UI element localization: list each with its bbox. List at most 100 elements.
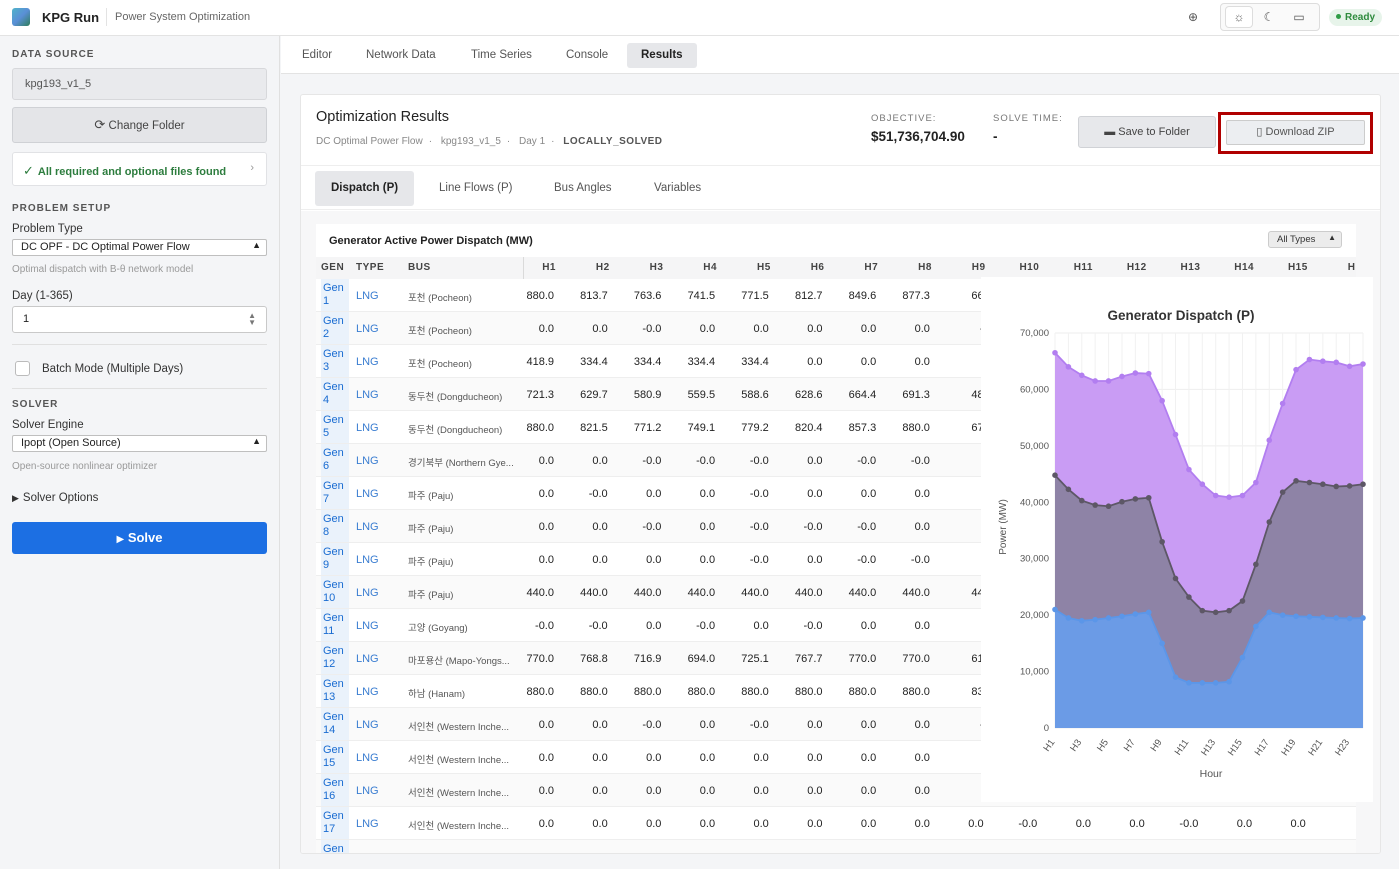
download-zip-button[interactable]: ▯ Download ZIP	[1226, 120, 1365, 145]
gen-cell[interactable]: Gen 12	[321, 642, 349, 674]
gen-cell[interactable]: Gen 5	[321, 411, 349, 443]
value-cell: 629.7	[580, 389, 608, 401]
tab-results[interactable]: Results	[627, 43, 697, 68]
value-cell: 0.0	[592, 818, 608, 830]
solve-button[interactable]: ▶ Solve	[12, 522, 267, 554]
value-cell: 440.0	[526, 587, 554, 599]
column-header[interactable]: H12	[1126, 262, 1147, 273]
value-cell: 880.0	[633, 686, 662, 698]
data-point	[1320, 358, 1326, 365]
value-cell: 880.0	[526, 422, 554, 434]
gen-cell[interactable]: Gen 8	[321, 510, 349, 542]
gen-cell[interactable]: Gen 2	[321, 312, 349, 344]
gen-cell[interactable]: Gen 16	[321, 774, 349, 806]
value-cell: 877.3	[902, 290, 930, 302]
problem-type-select[interactable]: DC OPF - DC Optimal Power Flow ▲	[12, 239, 267, 256]
column-header[interactable]: H4	[703, 262, 718, 273]
gen-cell[interactable]: Gen 9	[321, 543, 349, 575]
monitor-icon[interactable]: ▭	[1293, 10, 1305, 24]
x-tick-label: H23	[1333, 737, 1352, 758]
solver-engine-hint: Open-source nonlinear optimizer	[12, 461, 158, 472]
tab-editor[interactable]: Editor	[302, 49, 333, 61]
tab-network-data[interactable]: Network Data	[366, 49, 436, 61]
value-cell: 440.0	[848, 587, 877, 599]
column-header[interactable]: H3	[649, 262, 664, 273]
x-tick-label: H9	[1149, 737, 1165, 753]
change-folder-button[interactable]: ⟳ Change Folder	[12, 107, 267, 143]
x-tick-label: H21	[1306, 737, 1325, 758]
save-to-folder-button[interactable]: ▬ Save to Folder	[1078, 116, 1216, 148]
gen-cell[interactable]: Gen 13	[321, 675, 349, 707]
bus-cell: 서인천 (Western Inche...	[408, 755, 510, 766]
column-header[interactable]: H8	[918, 262, 932, 273]
type-cell: LNG	[356, 323, 379, 335]
value-cell: 0.0	[914, 785, 930, 797]
gen-cell[interactable]: Gen 6	[321, 444, 349, 476]
results-sub-tabs: Dispatch (P) Line Flows (P) Bus Angles V…	[301, 165, 1380, 210]
gen-cell[interactable]: Gen 4	[321, 378, 349, 410]
data-point	[1199, 680, 1206, 686]
data-point	[1052, 472, 1058, 478]
column-header[interactable]: TYPE	[356, 262, 385, 273]
target-icon[interactable]: ⊕	[1188, 10, 1199, 24]
gen-cell[interactable]: Gen	[321, 840, 349, 853]
column-header[interactable]: H10	[1019, 262, 1040, 273]
gen-cell[interactable]: Gen 15	[321, 741, 349, 773]
column-header[interactable]: H11	[1073, 262, 1093, 273]
bus-cell: 동두천 (Dongducheon)	[408, 425, 503, 436]
column-header[interactable]: H14	[1234, 262, 1255, 273]
gen-cell[interactable]: Gen 11	[321, 609, 349, 641]
column-header[interactable]: H15	[1287, 262, 1308, 273]
data-point	[1306, 614, 1313, 620]
sun-icon[interactable]: ☼	[1226, 7, 1252, 27]
column-header[interactable]: GEN	[321, 262, 345, 273]
gen-cell[interactable]: Gen 7	[321, 477, 349, 509]
files-status[interactable]: ✓ All required and optional files found ›	[12, 152, 267, 186]
divider	[12, 344, 267, 345]
type-filter-select[interactable]: All Types ▲	[1268, 231, 1342, 248]
column-header[interactable]: H5	[757, 262, 771, 273]
column-header[interactable]: H1	[1347, 262, 1356, 273]
value-cell: 0.0	[592, 323, 608, 335]
data-point	[1253, 561, 1259, 568]
gen-cell[interactable]: Gen 10	[321, 576, 349, 608]
tab-line-flows[interactable]: Line Flows (P)	[439, 182, 513, 194]
table-header: GEN TYPE BUS H1 H2 H3 H4 H5 H6 H7 H8 H9 H10 H11 H12 H13…	[316, 257, 1356, 279]
value-cell: 741.5	[687, 290, 716, 302]
moon-icon[interactable]: ☾	[1263, 10, 1275, 24]
value-cell: 880.0	[902, 686, 930, 698]
data-point	[1119, 498, 1125, 505]
value-cell: 0.0	[538, 323, 554, 335]
solver-options-toggle[interactable]: ▶ Solver Options	[12, 492, 99, 504]
column-header[interactable]: H6	[810, 262, 825, 273]
data-point	[1239, 654, 1246, 661]
gen-cell[interactable]: Gen 1	[321, 279, 349, 311]
data-point	[1199, 607, 1206, 614]
column-header[interactable]: H9	[971, 262, 986, 273]
tab-time-series[interactable]: Time Series	[471, 49, 532, 61]
column-header[interactable]: H7	[864, 262, 879, 273]
data-point	[1092, 616, 1098, 623]
day-input[interactable]: 1 ▲ ▼	[12, 306, 267, 333]
value-cell: 66	[971, 290, 984, 302]
column-header[interactable]: H1	[542, 262, 556, 273]
stepper-icon[interactable]: ▲ ▼	[248, 311, 256, 327]
app-title: KPG Run	[42, 10, 100, 25]
sidebar: DATA SOURCE kpg193_v1_5 ⟳ Change Folder …	[0, 36, 280, 869]
gen-cell[interactable]: Gen 3	[321, 345, 349, 377]
gen-cell[interactable]: Gen 14	[321, 708, 349, 740]
value-cell: 0.0	[1290, 818, 1306, 830]
series-area	[1055, 609, 1363, 728]
data-point	[1145, 494, 1152, 501]
tab-console[interactable]: Console	[566, 49, 609, 61]
results-title: Optimization Results	[316, 109, 449, 125]
tab-variables[interactable]: Variables	[654, 182, 702, 194]
gen-cell[interactable]: Gen 17	[321, 807, 349, 839]
column-header[interactable]: H2	[595, 262, 610, 273]
column-header[interactable]: BUS	[408, 262, 431, 273]
tab-dispatch[interactable]: Dispatch (P)	[315, 171, 415, 206]
solver-engine-select[interactable]: Ipopt (Open Source) ▲	[12, 435, 267, 452]
column-header[interactable]: H13	[1180, 262, 1201, 273]
batch-mode-checkbox[interactable]	[15, 361, 30, 376]
tab-bus-angles[interactable]: Bus Angles	[554, 182, 612, 194]
